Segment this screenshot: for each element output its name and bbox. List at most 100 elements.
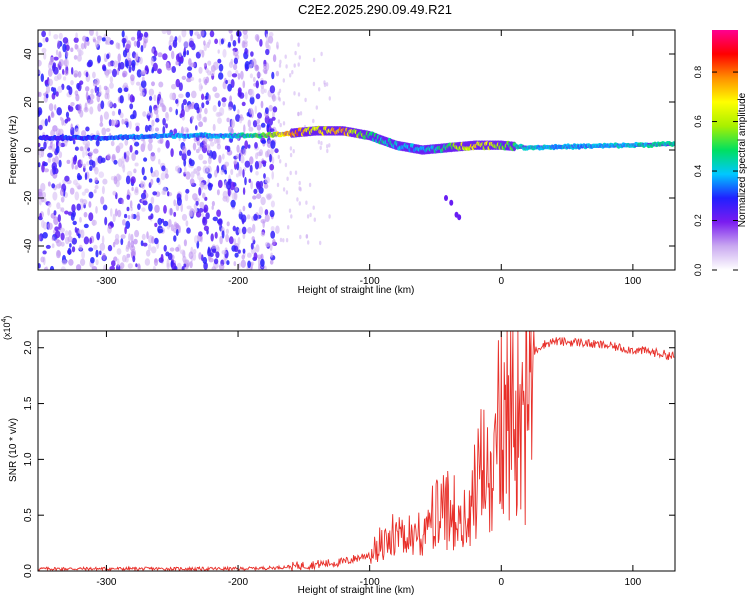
noise-speckle (88, 212, 94, 222)
noise-speckle (117, 87, 123, 94)
noise-speckle (228, 236, 234, 245)
noise-speckle (67, 236, 73, 243)
noise-speckle (70, 102, 75, 107)
noise-speckle (40, 119, 46, 127)
noise-speckle (227, 187, 231, 197)
noise-speckle (53, 216, 59, 225)
x-tick-label: 100 (625, 577, 642, 588)
noise-speckle (260, 87, 265, 95)
noise-speckle (162, 186, 167, 195)
noise-speckle (80, 159, 84, 165)
noise-speckle (100, 100, 105, 110)
noise-speckle (38, 234, 41, 242)
noise-speckle (157, 147, 161, 153)
noise-speckle (153, 107, 159, 115)
noise-speckle (163, 244, 167, 252)
noise-speckle (113, 159, 118, 165)
noise-speckle (194, 235, 198, 244)
noise-speckle (165, 113, 170, 122)
noise-speckle (263, 173, 266, 179)
noise-speckle (178, 35, 182, 43)
noise-speckle (188, 251, 194, 260)
noise-speckle (68, 230, 72, 237)
noise-speckle (255, 80, 259, 89)
noise-speckle (96, 231, 101, 241)
noise-speckle (117, 209, 122, 218)
noise-speckle (59, 116, 63, 121)
noise-speckle (99, 114, 103, 124)
noise-speckle (78, 49, 84, 56)
noise-speckle (143, 40, 147, 49)
noise-speckle (204, 107, 208, 115)
noise-speckle (214, 169, 218, 178)
noise-speckle (150, 196, 155, 205)
noise-speckle (62, 43, 67, 53)
noise-speckle (140, 80, 147, 89)
noise-speckle (241, 101, 246, 107)
noise-speckle (136, 211, 140, 218)
noise-speckle (263, 183, 269, 189)
spectrogram-y-label: Frequency (Hz) (8, 116, 19, 185)
spectrogram-y-axis: -40 -20 0 20 40 (23, 48, 675, 253)
noise-speckle (60, 142, 66, 148)
noise-speckle (183, 263, 187, 268)
noise-speckle (272, 110, 275, 119)
noise-speckle (218, 263, 225, 270)
colorbar-ticks: 0.0 0.2 0.4 0.6 0.8 (693, 66, 738, 276)
noise-speckle (90, 88, 94, 95)
noise-speckle (247, 260, 252, 269)
noise-speckle (222, 190, 228, 199)
noise-speckle (157, 52, 163, 58)
noise-speckle (89, 237, 92, 244)
noise-speckle (69, 187, 75, 195)
noise-speckle (48, 68, 53, 77)
noise-speckle (142, 139, 146, 149)
noise-speckle (157, 68, 162, 74)
noise-speckle (78, 184, 82, 190)
noise-speckle (134, 162, 139, 167)
noise-speckle (125, 150, 130, 157)
noise-speckle (114, 238, 120, 245)
noise-speckle (247, 119, 251, 128)
snr-y-label: SNR (10 * v/v) (8, 418, 19, 482)
x-tick-label: 0 (498, 577, 504, 588)
noise-speckle (112, 190, 117, 196)
noise-speckle (140, 45, 144, 53)
noise-speckle (288, 208, 292, 213)
noise-speckle (260, 122, 266, 128)
noise-speckle (233, 261, 237, 267)
noise-speckle (252, 120, 258, 128)
y-tick-label: 20 (23, 96, 34, 108)
noise-speckle (188, 103, 194, 110)
noise-speckle (264, 88, 267, 93)
noise-speckle (185, 91, 191, 98)
noise-speckle (64, 70, 69, 76)
noise-speckle (181, 30, 187, 38)
noise-speckle (257, 257, 261, 267)
noise-speckle (118, 174, 122, 181)
noise-speckle (226, 260, 230, 266)
noise-speckle (160, 253, 164, 262)
noise-speckle (47, 152, 53, 158)
noise-speckle (152, 191, 158, 196)
noise-speckle (215, 111, 221, 118)
noise-speckle (162, 117, 166, 126)
noise-speckle (166, 258, 170, 268)
noise-speckle (182, 50, 187, 58)
noise-speckle (48, 30, 51, 37)
noise-speckle (150, 246, 157, 254)
noise-speckle (106, 53, 110, 60)
noise-speckle (125, 220, 131, 229)
noise-speckle (270, 140, 276, 149)
noise-speckle (143, 31, 149, 38)
noise-speckle (70, 80, 74, 86)
noise-speckle (118, 142, 124, 149)
noise-speckle (225, 228, 229, 235)
noise-speckle (54, 226, 59, 231)
noise-speckle (134, 53, 139, 62)
noise-speckle (56, 107, 62, 116)
noise-speckle (271, 171, 275, 180)
noise-speckle (299, 111, 303, 116)
noise-speckle (39, 213, 42, 219)
